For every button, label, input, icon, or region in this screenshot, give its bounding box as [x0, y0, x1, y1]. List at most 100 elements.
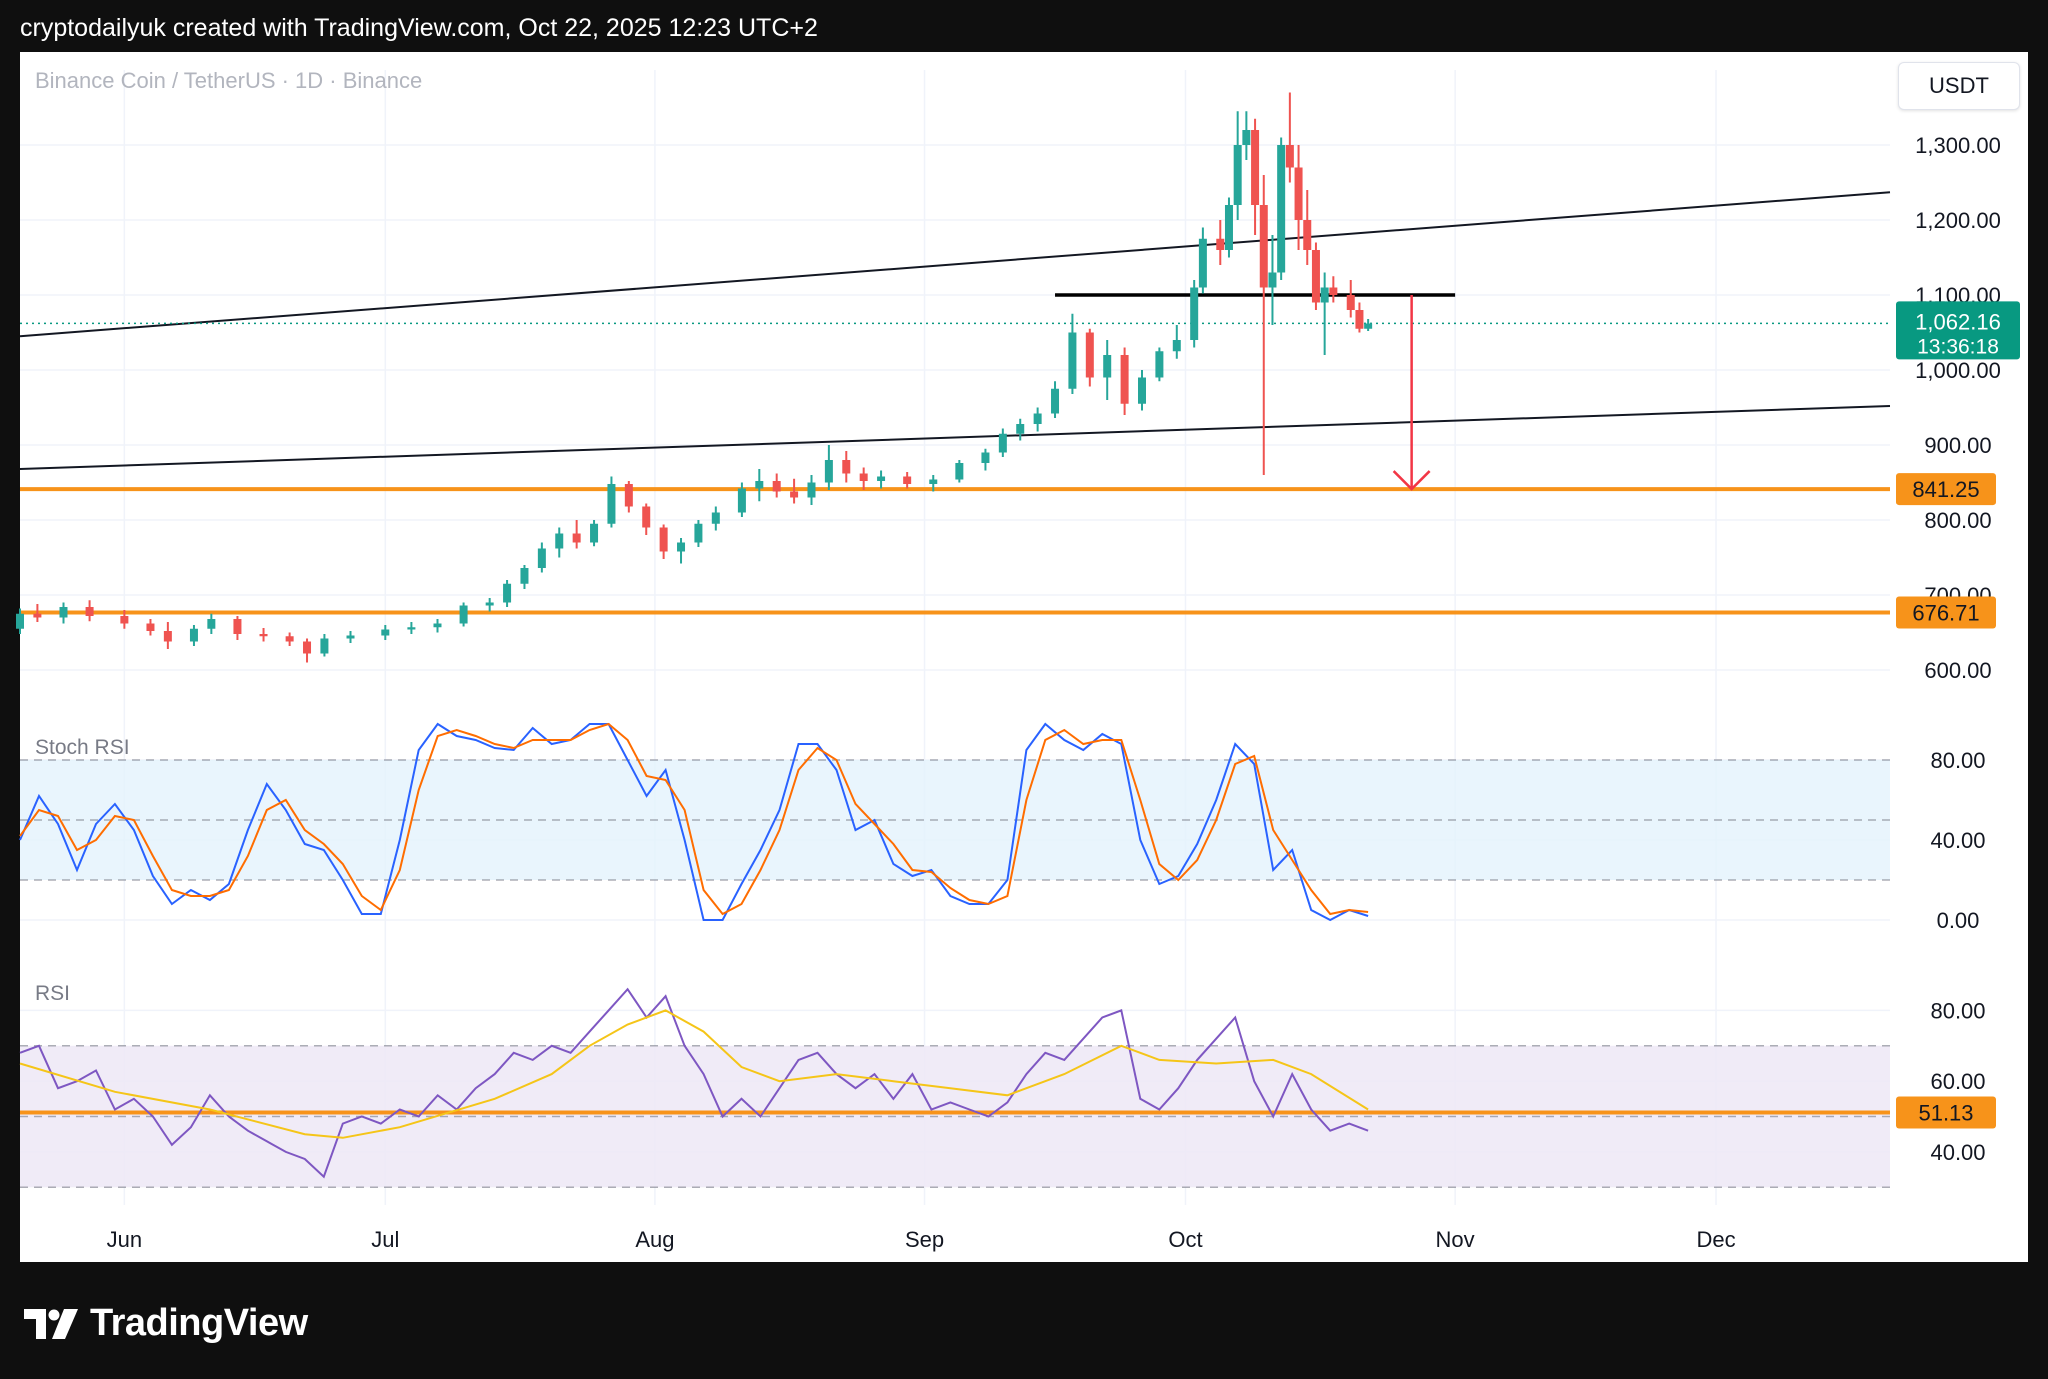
- candle-body: [1051, 388, 1060, 414]
- candle-body: [737, 488, 746, 513]
- target-arrow-head: [1392, 470, 1431, 491]
- candle-body: [85, 607, 94, 616]
- tradingview-wordmark: TradingView: [90, 1302, 308, 1344]
- tradingview-logo-icon: [24, 1308, 78, 1339]
- candle-body: [303, 641, 312, 654]
- candle-body: [207, 619, 216, 629]
- level-price-text: 841.25: [1912, 477, 1979, 502]
- candle-body: [1346, 295, 1355, 310]
- countdown-text: 13:36:18: [1917, 335, 1999, 358]
- y-tick-label: 1,300.00: [1915, 133, 2001, 158]
- candle-body: [537, 548, 546, 568]
- candle-body: [233, 619, 242, 634]
- symbol-label: Binance Coin / TetherUS · 1D · Binance: [35, 68, 423, 93]
- candle-body: [842, 460, 851, 474]
- candle-body: [1364, 323, 1373, 329]
- candle-body: [677, 542, 686, 552]
- candle-body: [520, 568, 529, 584]
- candle-body: [1033, 413, 1042, 424]
- candle-body: [381, 629, 390, 636]
- candle-body: [346, 635, 355, 639]
- candle-body: [711, 512, 720, 524]
- candle-layer: [16, 92, 1373, 663]
- candle-body: [624, 484, 633, 507]
- candle-body: [1224, 205, 1233, 250]
- x-tick-label: Nov: [1436, 1227, 1475, 1252]
- candle-body: [1198, 238, 1207, 288]
- candle-body: [590, 523, 599, 543]
- y-tick-label: 1,200.00: [1915, 208, 2001, 233]
- candle-body: [955, 463, 964, 480]
- candle-body: [433, 623, 442, 628]
- band-layer: [20, 759, 1890, 1189]
- rsi-line: [19, 987, 1369, 1179]
- level-price-text: 676.71: [1912, 600, 1979, 625]
- y-tick-label: 80.00: [1930, 998, 1985, 1023]
- candle-body: [998, 433, 1007, 453]
- candle-body: [555, 533, 564, 549]
- candle-body: [16, 613, 24, 629]
- candle-body: [1303, 220, 1312, 250]
- candle-body: [1285, 145, 1294, 168]
- candle-body: [981, 452, 990, 463]
- rsi-level-tag: [1896, 1096, 1996, 1129]
- candle-body: [1251, 130, 1260, 205]
- currency-button[interactable]: USDT: [1898, 62, 2020, 110]
- candle-body: [642, 506, 651, 528]
- candle-body: [755, 481, 764, 489]
- stoch-rsi-label: Stoch RSI: [35, 736, 130, 759]
- candle-body: [33, 613, 42, 618]
- candle-body: [859, 473, 868, 481]
- y-tick-label: 40.00: [1930, 828, 1985, 853]
- x-tick-label: Aug: [635, 1227, 674, 1252]
- level-price-tag: [1896, 473, 1996, 506]
- candle-body: [1172, 340, 1181, 352]
- candle-body: [1259, 205, 1268, 288]
- candle-body: [1103, 355, 1112, 378]
- rsi_ma-line: [19, 1009, 1369, 1139]
- candle-body: [285, 636, 294, 642]
- candle-body: [146, 623, 155, 631]
- candle-body: [1216, 238, 1225, 250]
- y-tick-label: 80.00: [1930, 748, 1985, 773]
- stoch-k-line: [19, 722, 1369, 922]
- candle-body: [1233, 145, 1242, 205]
- candle-body: [1320, 287, 1329, 303]
- y-tick-label: 40.00: [1930, 1140, 1985, 1165]
- candle-body: [503, 583, 512, 603]
- candle-body: [163, 631, 172, 642]
- candle-body: [189, 628, 198, 642]
- y-tick-label: 900.00: [1924, 433, 1991, 458]
- candle-body: [903, 476, 912, 484]
- y-tick-label: 600.00: [1924, 658, 1991, 683]
- candle-body: [1190, 287, 1199, 340]
- stoch-d-line: [19, 722, 1369, 916]
- candle-body: [1277, 145, 1286, 273]
- trendline: [19, 405, 1891, 470]
- candle-body: [772, 481, 781, 492]
- x-tick-label: Dec: [1696, 1227, 1735, 1252]
- candle-body: [790, 491, 799, 498]
- last-price-text: 1,062.16: [1915, 309, 2001, 334]
- candle-body: [1311, 250, 1320, 303]
- candle-body: [259, 634, 268, 637]
- candle-body: [1016, 424, 1025, 434]
- candle-body: [694, 523, 703, 543]
- y-tick-label: 800.00: [1924, 508, 1991, 533]
- candle-body: [659, 527, 668, 552]
- candle-body: [59, 607, 68, 618]
- y-tick-label: 0.00: [1937, 908, 1980, 933]
- candle-body: [1355, 310, 1364, 329]
- candle-body: [1242, 130, 1251, 145]
- grid-layer: [20, 70, 1890, 1205]
- candle-body: [1068, 332, 1077, 389]
- candle-body: [1155, 351, 1164, 378]
- rsi-level-text: 51.13: [1918, 1101, 1973, 1126]
- last-price-tag: [1896, 301, 2020, 360]
- x-tick-label: Jul: [371, 1227, 399, 1252]
- candle-body: [320, 638, 329, 654]
- candle-body: [877, 476, 886, 481]
- y-tick-label: 60.00: [1930, 1069, 1985, 1094]
